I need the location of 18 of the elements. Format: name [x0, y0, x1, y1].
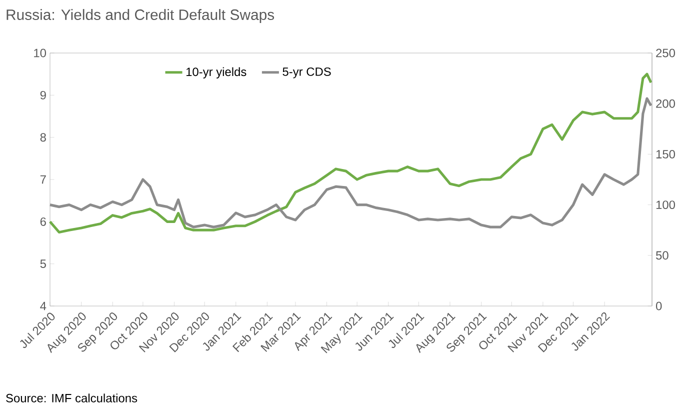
- chart-title: Russia: Yields and Credit Default Swaps: [6, 9, 274, 23]
- y-tick-label: 4: [40, 302, 46, 310]
- y2-tick-label: 100: [656, 200, 676, 210]
- y-tick-label: 10: [34, 48, 46, 58]
- y-tick-label: 7: [40, 175, 46, 184]
- y-tick-label: 8: [40, 133, 46, 142]
- legend-label: 5-yr CDS: [282, 67, 331, 78]
- y2-tick-label: 0: [656, 302, 662, 310]
- y-tick-label: 5: [40, 260, 46, 268]
- y2-tick-label: 250: [656, 48, 676, 58]
- y-tick-label: 6: [40, 217, 46, 226]
- source-note: Source: IMF calculations: [6, 394, 138, 402]
- legend-label: 10-yr yields: [186, 67, 246, 78]
- y2-tick-label: 150: [656, 150, 676, 158]
- y2-tick-label: 50: [656, 251, 668, 260]
- y-tick-label: 9: [40, 90, 46, 100]
- line-series: [48, 97, 652, 228]
- y2-tick-label: 200: [656, 99, 676, 108]
